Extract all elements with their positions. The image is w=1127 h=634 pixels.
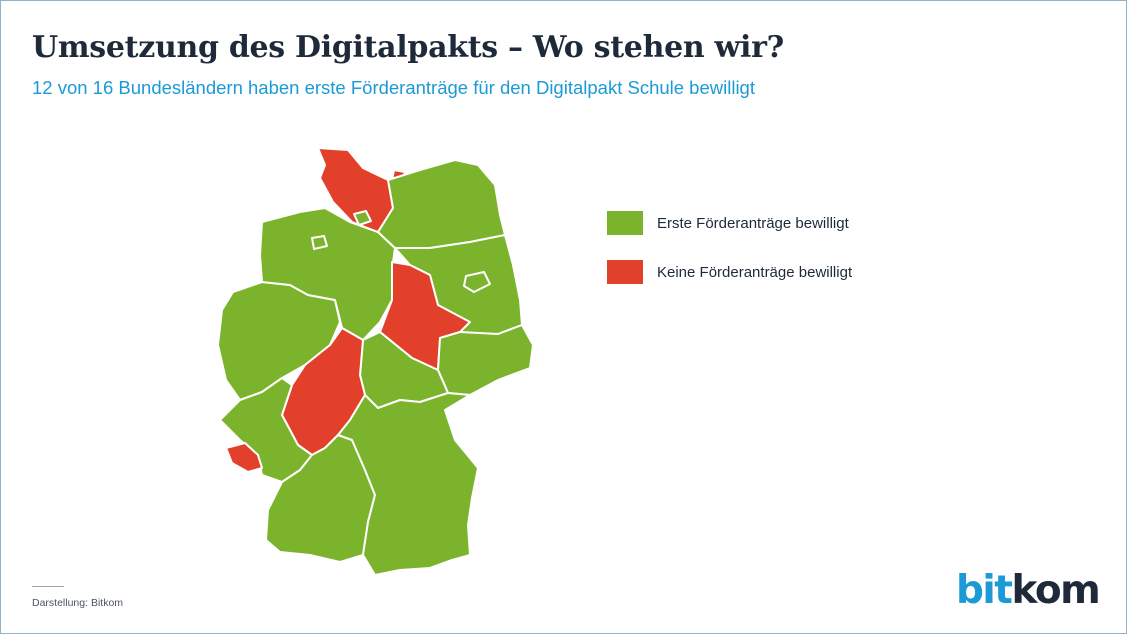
legend-item-not-approved: Keine Förderanträge bewilligt [607, 260, 852, 284]
page-title: Umsetzung des Digitalpakts – Wo stehen w… [32, 30, 784, 65]
source-note: Darstellung: Bitkom [32, 597, 124, 609]
legend-label-not-approved: Keine Förderanträge bewilligt [657, 263, 853, 281]
logo-part-kom: kom [1011, 568, 1100, 613]
page-subtitle: 12 von 16 Bundesländern haben erste Förd… [32, 77, 755, 98]
logo-part-bit: bit [956, 568, 1013, 613]
state-saarland [225, 442, 263, 473]
state-hamburg [353, 210, 372, 226]
state-bayern [337, 392, 479, 576]
state-niedersachsen [259, 207, 396, 341]
legend-swatch-approved [607, 211, 643, 235]
legend-item-approved: Erste Förderanträge bewilligt [607, 211, 849, 235]
state-bremen [311, 235, 328, 250]
legend-label-approved: Erste Förderanträge bewilligt [657, 214, 849, 232]
legend-swatch-not-approved [607, 260, 643, 284]
bitkom-logo: bitkom [956, 568, 1101, 613]
state-berlin [463, 271, 491, 293]
state-sachsen [437, 324, 534, 396]
source-divider [32, 586, 64, 587]
